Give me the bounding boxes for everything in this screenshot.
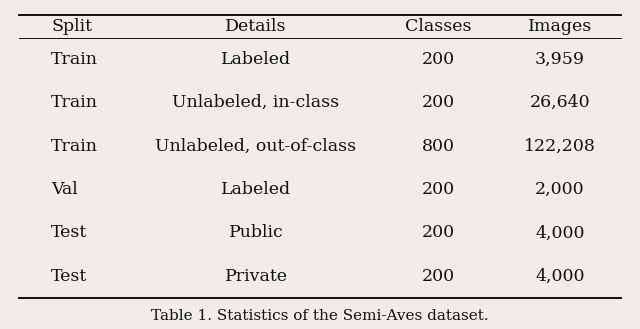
Text: 4,000: 4,000: [535, 224, 585, 241]
Text: 26,640: 26,640: [530, 94, 590, 111]
Text: 800: 800: [422, 138, 455, 155]
Text: 122,208: 122,208: [524, 138, 596, 155]
Text: Details: Details: [225, 18, 287, 35]
Text: Train: Train: [51, 51, 98, 68]
Text: Test: Test: [51, 224, 88, 241]
Text: 200: 200: [422, 51, 455, 68]
Text: Unlabeled, out-of-class: Unlabeled, out-of-class: [156, 138, 356, 155]
Text: Public: Public: [228, 224, 284, 241]
Text: Private: Private: [225, 268, 287, 285]
Text: Labeled: Labeled: [221, 181, 291, 198]
Text: Test: Test: [51, 268, 88, 285]
Text: Split: Split: [51, 18, 92, 35]
Text: 200: 200: [422, 268, 455, 285]
Text: Images: Images: [528, 18, 592, 35]
Text: 3,959: 3,959: [535, 51, 585, 68]
Text: 200: 200: [422, 181, 455, 198]
Text: 4,000: 4,000: [535, 268, 585, 285]
Text: 2,000: 2,000: [535, 181, 585, 198]
Text: Classes: Classes: [405, 18, 472, 35]
Text: Val: Val: [51, 181, 78, 198]
Text: Train: Train: [51, 94, 98, 111]
Text: Unlabeled, in-class: Unlabeled, in-class: [172, 94, 340, 111]
Text: 200: 200: [422, 224, 455, 241]
Text: Table 1. Statistics of the Semi-Aves dataset.: Table 1. Statistics of the Semi-Aves dat…: [151, 309, 489, 323]
Text: 200: 200: [422, 94, 455, 111]
Text: Labeled: Labeled: [221, 51, 291, 68]
Text: Train: Train: [51, 138, 98, 155]
